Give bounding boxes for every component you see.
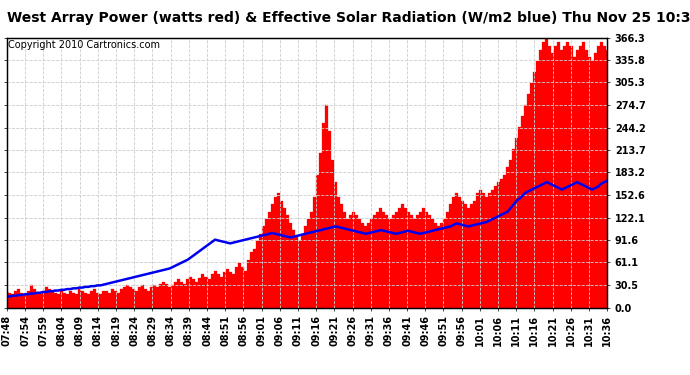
Text: West Array Power (watts red) & Effective Solar Radiation (W/m2 blue) Thu Nov 25 : West Array Power (watts red) & Effective… [7,11,690,25]
Text: Copyright 2010 Cartronics.com: Copyright 2010 Cartronics.com [8,40,159,50]
